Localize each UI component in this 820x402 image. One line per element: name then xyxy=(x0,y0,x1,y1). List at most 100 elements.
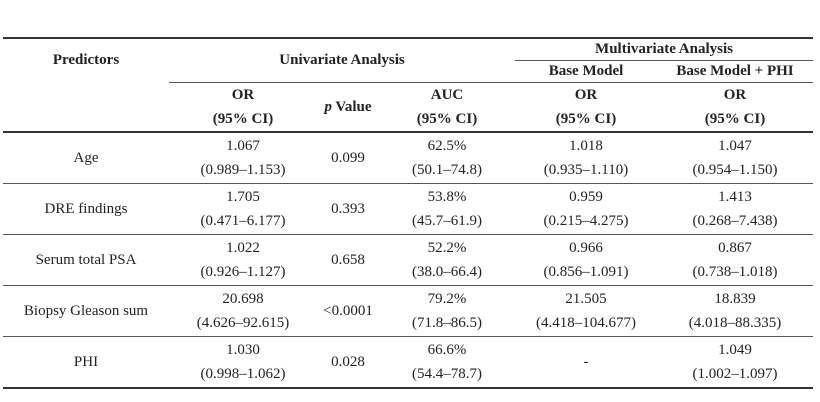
uni-or-cell: 1.030 (0.998–1.062) xyxy=(169,336,317,389)
uni-or-cell-uni-or: 1.705 xyxy=(226,189,260,205)
auc-cell-auc-ci: (45.7–61.9) xyxy=(412,213,482,229)
base-or-cell: 0.959 (0.215–4.275) xyxy=(515,183,657,235)
base-or-cell-base-or: - xyxy=(583,354,589,370)
auc-cell-auc-ci: (54.4–78.7) xyxy=(412,366,482,382)
auc-cell-auc-ci: (38.0–66.4) xyxy=(412,264,482,280)
base-or-cell-base-or-ci: (0.856–1.091) xyxy=(543,264,629,280)
phi-or-cell: 1.047 (0.954–1.150) xyxy=(657,132,814,184)
predictors-header-spacer xyxy=(3,82,169,133)
table-row: Biopsy Gleason sum 20.698 (4.626–92.615) <0… xyxy=(3,285,814,337)
multivariate-header: Multivariate Analysis xyxy=(515,37,814,61)
p-value-cell-p: 0.393 xyxy=(331,201,365,217)
phi-or-cell-phi-or-ci: (1.002–1.097) xyxy=(692,366,778,382)
auc-cell: 53.8% (45.7–61.9) xyxy=(379,183,515,235)
base-or-header: OR (95% CI) xyxy=(515,82,657,133)
p-value-cell: <0.0001 xyxy=(317,285,379,337)
auc-cell-auc: 52.2% xyxy=(427,240,467,256)
phi-or-cell: 18.839 (4.018–88.335) xyxy=(657,285,814,337)
p-value-cell: 0.658 xyxy=(317,234,379,286)
auc-cell-auc-ci: (71.8–86.5) xyxy=(412,315,482,331)
header-row-1: Predictors Univariate Analysis Multivari… xyxy=(3,37,814,82)
table-body: Age 1.067 (0.989–1.153) 0.099 62.5% (50.1–74.… xyxy=(3,132,814,389)
phi-or-cell-phi-or: 18.839 xyxy=(714,291,756,307)
uni-or-cell-uni-or-ci: (0.989–1.153) xyxy=(200,162,286,178)
base-or-cell-base-or-ci: (0.935–1.110) xyxy=(543,162,629,178)
p-value-cell-p: 0.028 xyxy=(331,354,365,370)
table-row: Age 1.067 (0.989–1.153) 0.099 62.5% (50.1–74.… xyxy=(3,132,814,184)
auc-cell: 79.2% (71.8–86.5) xyxy=(379,285,515,337)
base-or-cell-base-or-ci: (0.215–4.275) xyxy=(543,213,629,229)
results-table: Predictors Univariate Analysis Multivari… xyxy=(3,37,814,389)
phi-or-cell-phi-or-ci: (4.018–88.335) xyxy=(688,315,782,331)
base-or-cell: 21.505 (4.418–104.677) xyxy=(515,285,657,337)
base-or-cell-base-or: 21.505 xyxy=(565,291,607,307)
phi-or-cell: 1.413 (0.268–7.438) xyxy=(657,183,814,235)
predictor-cell-predictor: Age xyxy=(73,150,99,166)
header-row-2: Base Model Base Model + PHI xyxy=(3,60,814,83)
phi-or-cell-phi-or-ci: (0.954–1.150) xyxy=(692,162,778,178)
base-model-header: Base Model xyxy=(515,60,657,83)
uni-or-cell-uni-or-ci: (0.471–6.177) xyxy=(200,213,286,229)
predictor-cell-predictor: DRE findings xyxy=(44,201,128,217)
uni-or-cell: 1.705 (0.471–6.177) xyxy=(169,183,317,235)
base-or-cell: 1.018 (0.935–1.110) xyxy=(515,132,657,184)
p-value-cell: 0.099 xyxy=(317,132,379,184)
predictor-cell: Age xyxy=(3,132,169,184)
predictor-cell: Biopsy Gleason sum xyxy=(3,285,169,337)
uni-or-header: OR (95% CI) xyxy=(169,81,317,133)
predictors-header: Predictors xyxy=(3,37,169,82)
uni-or-cell: 20.698 (4.626–92.615) xyxy=(169,285,317,337)
base-model-phi-header: Base Model + PHI xyxy=(657,60,814,83)
predictor-cell-predictor: Biopsy Gleason sum xyxy=(23,303,149,319)
predictor-cell: DRE findings xyxy=(3,183,169,235)
uni-or-cell-uni-or: 1.030 xyxy=(226,342,260,358)
uni-or-cell-uni-or: 1.022 xyxy=(226,240,260,256)
phi-or-cell: 1.049 (1.002–1.097) xyxy=(657,336,814,389)
uni-or-cell-uni-or: 1.067 xyxy=(226,138,260,154)
p-value-cell: 0.393 xyxy=(317,183,379,235)
uni-or-cell-uni-or-ci: (4.626–92.615) xyxy=(196,315,290,331)
p-value-header: p Value xyxy=(317,81,379,133)
predictor-cell: Serum total PSA xyxy=(3,234,169,286)
table-row: DRE findings 1.705 (0.471–6.177) 0.393 53.8%… xyxy=(3,183,814,235)
phi-or-header: OR (95% CI) xyxy=(657,82,814,133)
auc-cell: 66.6% (54.4–78.7) xyxy=(379,336,515,389)
auc-cell-auc: 62.5% xyxy=(427,138,467,154)
predictor-cell-predictor: PHI xyxy=(73,354,99,370)
phi-or-cell-phi-or: 1.413 xyxy=(718,189,752,205)
auc-cell-auc: 53.8% xyxy=(427,189,467,205)
base-or-cell-base-or: 0.959 xyxy=(569,189,603,205)
phi-or-cell-phi-or: 0.867 xyxy=(718,240,752,256)
uni-or-cell-uni-or-ci: (0.998–1.062) xyxy=(200,366,286,382)
header-row-3: OR (95% CI) p Value AUC (95% CI) OR (95%… xyxy=(3,81,814,133)
auc-cell-auc: 66.6% xyxy=(427,342,467,358)
uni-or-cell-uni-or-ci: (0.926–1.127) xyxy=(200,264,286,280)
phi-or-cell-phi-or: 1.049 xyxy=(718,342,752,358)
p-value-cell: 0.028 xyxy=(317,336,379,389)
phi-or-cell-phi-or-ci: (0.738–1.018) xyxy=(692,264,778,280)
p-value-cell-p: <0.0001 xyxy=(323,303,373,319)
uni-or-cell-uni-or: 20.698 xyxy=(222,291,264,307)
base-or-cell: 0.966 (0.856–1.091) xyxy=(515,234,657,286)
table-row: PHI 1.030 (0.998–1.062) 0.028 66.6% (54.4–78.… xyxy=(3,336,814,389)
p-value-cell-p: 0.099 xyxy=(331,150,365,166)
base-or-cell-base-or: 0.966 xyxy=(569,240,603,256)
base-or-cell-base-or: 1.018 xyxy=(569,138,603,154)
auc-cell: 62.5% (50.1–74.8) xyxy=(379,132,515,184)
auc-header: AUC (95% CI) xyxy=(379,81,515,133)
predictor-cell: PHI xyxy=(3,336,169,389)
uni-or-cell: 1.067 (0.989–1.153) xyxy=(169,132,317,184)
p-value-cell-p: 0.658 xyxy=(331,252,365,268)
auc-cell-auc: 79.2% xyxy=(427,291,467,307)
phi-or-cell: 0.867 (0.738–1.018) xyxy=(657,234,814,286)
base-or-cell-base-or-ci: (4.418–104.677) xyxy=(536,315,636,331)
base-or-cell: - xyxy=(515,336,657,389)
table-row: Serum total PSA 1.022 (0.926–1.127) 0.658 52… xyxy=(3,234,814,286)
auc-cell-auc-ci: (50.1–74.8) xyxy=(412,162,482,178)
phi-or-cell-phi-or: 1.047 xyxy=(718,138,752,154)
uni-or-cell: 1.022 (0.926–1.127) xyxy=(169,234,317,286)
phi-or-cell-phi-or-ci: (0.268–7.438) xyxy=(692,213,778,229)
predictor-cell-predictor: Serum total PSA xyxy=(35,252,137,268)
univariate-header: Univariate Analysis xyxy=(169,37,515,82)
